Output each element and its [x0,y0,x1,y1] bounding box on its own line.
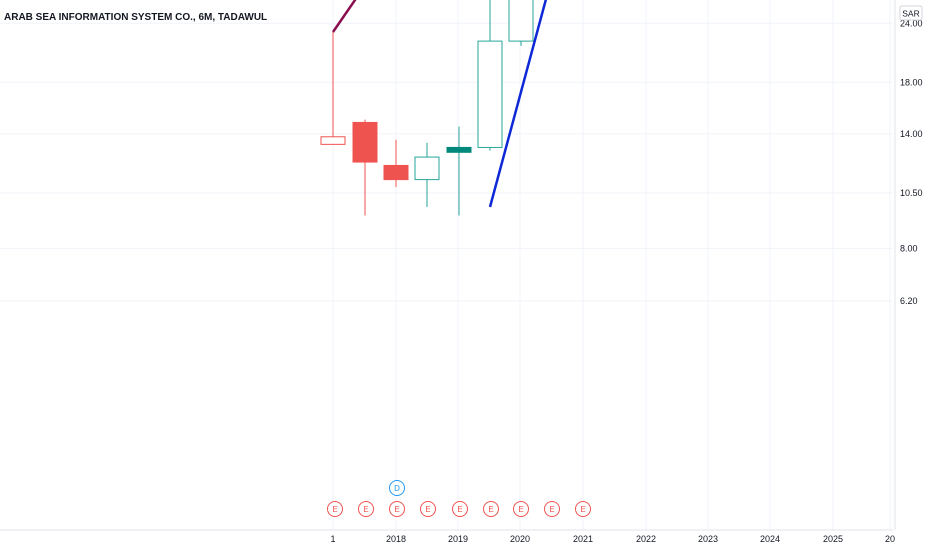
earnings-marker[interactable] [420,501,436,517]
earnings-marker[interactable] [389,501,405,517]
currency-badge[interactable]: SAR [899,5,923,21]
price-tick-label: 24.00 [900,18,923,28]
event-label: E [425,505,430,514]
time-tick-label: 2019 [448,534,468,544]
time-tick-label: 2021 [573,534,593,544]
time-tick-label: 20 [885,534,895,544]
time-tick-label: 2024 [760,534,780,544]
time-tick-label: 2022 [636,534,656,544]
time-axis[interactable]: 1 2018 2019 2020 2021 2022 2023 2024 2025 20 [0,529,895,544]
time-tick-label: 2023 [698,534,718,544]
price-axis[interactable]: 560.00400.00300.00220.00160.00120.0070.0… [894,0,928,530]
dividend-marker[interactable] [389,480,405,496]
event-markers[interactable]: E E E D E E E E E E [327,480,591,517]
trend-line-maroon[interactable] [331,0,790,33]
event-label: E [332,505,337,514]
time-tick-label: 2020 [510,534,530,544]
trend-line-blue[interactable] [488,0,716,208]
candles [320,0,534,216]
earnings-marker[interactable] [327,501,343,517]
event-label: E [363,505,368,514]
event-label: E [394,505,399,514]
chart-title: ARAB SEA INFORMATION SYSTEM CO., 6M, TAD… [4,12,267,23]
time-tick-label: 1 [330,534,335,544]
price-tick-label: 10.50 [900,188,923,198]
candle-body [320,136,346,145]
event-label: E [518,505,523,514]
candle-body [352,121,378,163]
time-tick-label: 2025 [823,534,843,544]
candle-body [446,146,472,153]
event-label: E [488,505,493,514]
candle-body [414,156,440,181]
price-tick-label: 6.20 [900,296,918,306]
earnings-marker[interactable] [483,501,499,517]
earnings-marker[interactable] [513,501,529,517]
price-tick-label: 8.00 [900,244,918,254]
trend-lines[interactable] [331,0,790,208]
price-tick-label: 18.00 [900,77,923,87]
time-tick-label: 2018 [386,534,406,544]
event-label: E [457,505,462,514]
candle-body [508,0,534,42]
earnings-marker[interactable] [544,501,560,517]
candle-body [383,164,409,181]
grid [0,0,893,530]
event-label: E [549,505,554,514]
candle-body [477,40,503,148]
event-label: E [580,505,585,514]
earnings-marker[interactable] [358,501,374,517]
earnings-marker[interactable] [575,501,591,517]
currency-label: SAR [902,9,919,19]
earnings-marker[interactable] [452,501,468,517]
event-label: D [394,484,400,493]
price-tick-label: 14.00 [900,129,923,139]
